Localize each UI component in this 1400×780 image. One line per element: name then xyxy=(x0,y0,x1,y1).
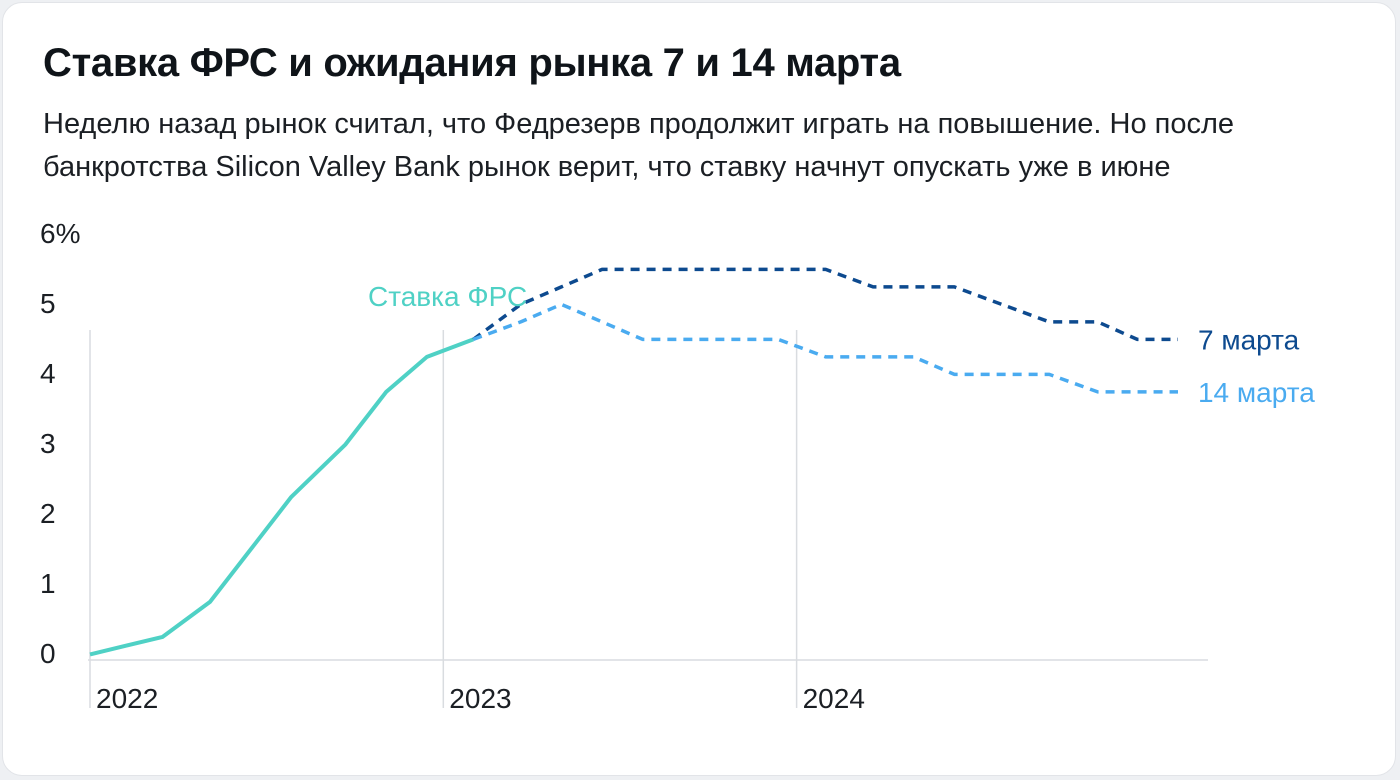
y-tick-label: 1 xyxy=(40,568,56,599)
chart-title: Ставка ФРС и ожидания рынка 7 и 14 марта xyxy=(43,41,901,85)
chart-subtitle: Неделю назад рынок считал, что Федрезерв… xyxy=(43,108,1235,183)
series-label: 14 марта xyxy=(1198,377,1315,408)
x-tick-label: 2024 xyxy=(803,683,865,714)
y-tick-label: 6% xyxy=(40,218,80,249)
y-tick-label: 5 xyxy=(40,288,56,319)
axis-layer: 2022 2023 2024 0 1 2 3 4 5 6% xyxy=(40,218,1208,714)
label-layer: Ставка ФРС 7 марта 14 марта xyxy=(368,281,1315,408)
series-line xyxy=(472,267,1178,342)
y-tick-label: 2 xyxy=(40,498,56,529)
grid-layer xyxy=(89,330,798,708)
x-tick-label: 2022 xyxy=(96,683,158,714)
x-tick-label: 2023 xyxy=(449,683,511,714)
series-label: Ставка ФРС xyxy=(368,281,527,312)
y-tick-label: 4 xyxy=(40,358,56,389)
series-line xyxy=(472,302,1178,394)
y-tick-label: 0 xyxy=(40,638,56,669)
series-layer xyxy=(89,267,1178,657)
y-tick-label: 3 xyxy=(40,428,56,459)
series-label: 7 марта xyxy=(1198,324,1300,355)
series-line xyxy=(89,337,475,657)
